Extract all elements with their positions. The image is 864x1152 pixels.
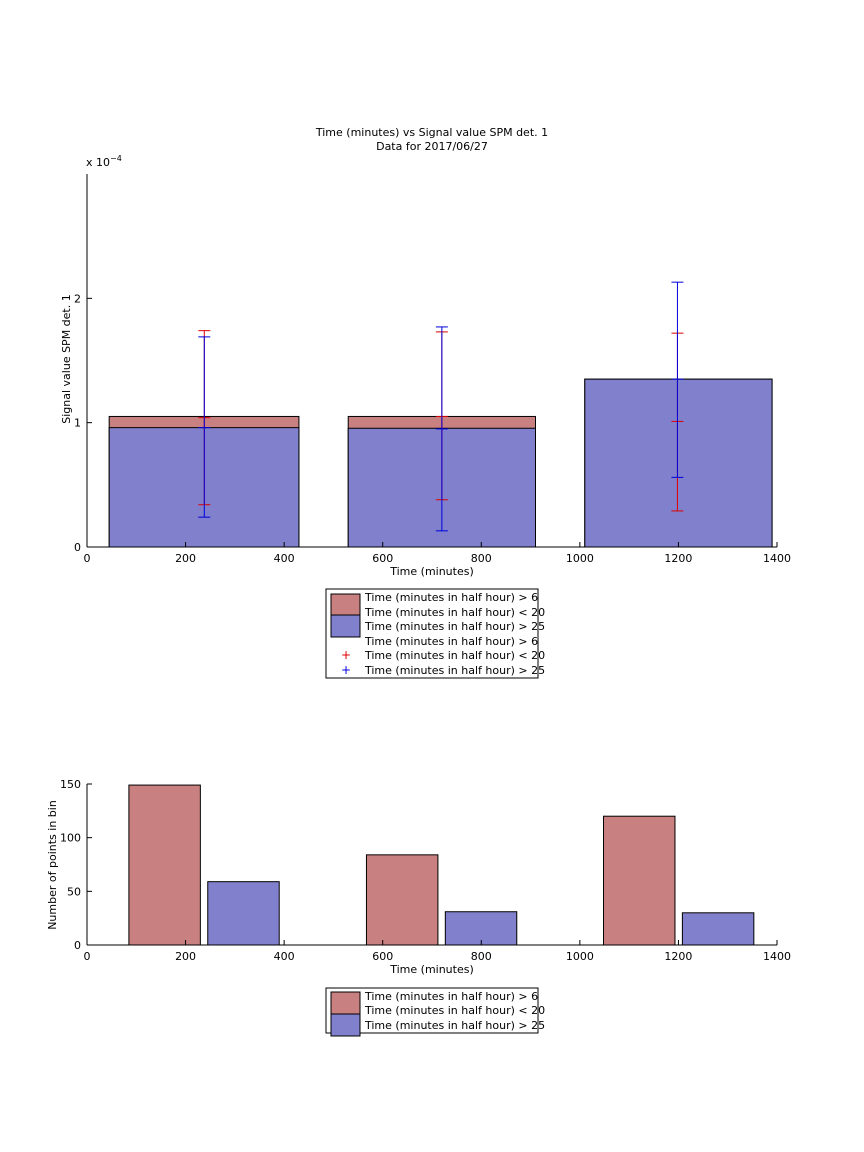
legend-label: Time (minutes in half hour) > 25: [364, 664, 545, 677]
chart-subtitle: Data for 2017/06/27: [376, 140, 488, 153]
legend-swatch-red: [330, 593, 361, 617]
legend-swatch-red: [330, 991, 361, 1015]
stacked-bars: [108, 378, 773, 548]
count-bar-blue-1: [207, 881, 280, 946]
legend-label: Time (minutes in half hour) < 20: [364, 606, 545, 619]
legend-swatch-blue: [330, 614, 361, 638]
legend-marker-blue-plus: +: [341, 663, 351, 677]
legend-label: Time (minutes in half hour) > 25: [364, 1019, 545, 1032]
x-tick-label: 1200: [664, 950, 692, 963]
x-tick-label: 200: [175, 950, 196, 963]
legend-label: Time (minutes in half hour) > 6: [364, 635, 538, 648]
legend-label: Time (minutes in half hour) > 6: [364, 591, 538, 604]
y-tick-label: 0: [74, 541, 81, 554]
count-chart: 0 200 400 600 800 1000 1200 1400 0 50 100 150 Time …: [46, 778, 791, 1037]
legend-box: [325, 588, 539, 679]
legend-marker-red-plus: +: [341, 648, 351, 662]
x-tick-label: 1400: [763, 552, 791, 565]
legend-label: Time (minutes in half hour) > 25: [364, 620, 545, 633]
x-axis-label: Time (minutes): [389, 963, 474, 976]
x-axis-label: Time (minutes): [389, 565, 474, 578]
x-tick-label: 600: [372, 552, 393, 565]
y-tick-label: 1: [74, 417, 81, 430]
x-tick-label: 0: [84, 552, 91, 565]
x-tick-label: 600: [372, 950, 393, 963]
x-tick-label: 200: [175, 552, 196, 565]
legend-label: Time (minutes in half hour) < 20: [364, 1004, 545, 1017]
count-bar-red-0: [128, 784, 201, 946]
x-tick-label: 800: [471, 552, 492, 565]
x-tick-label: 400: [274, 950, 295, 963]
x-tick-label: 800: [471, 950, 492, 963]
axes: 0 200 400 600 800 1000 1200 1400 0 1 2: [74, 174, 791, 565]
x-tick-label: 1000: [566, 552, 594, 565]
y-axis-label: Signal value SPM det. 1: [60, 294, 73, 424]
signal-chart: Time (minutes) vs Signal value SPM det. …: [60, 126, 791, 679]
axes: 0 200 400 600 800 1000 1200 1400 0 50 100 150: [60, 778, 791, 963]
y-exponent-base: x 10: [86, 156, 110, 169]
x-tick-label: 1200: [664, 552, 692, 565]
y-axis-label: Number of points in bin: [46, 800, 59, 930]
y-tick-label: 100: [60, 832, 81, 845]
legend-label: Time (minutes in half hour) > 6: [364, 990, 538, 1003]
legend-swatch-blue: [330, 1013, 361, 1037]
bar-blue-2: [584, 378, 773, 548]
y-exponent-power: −4: [110, 154, 122, 163]
count-bar-red-2: [365, 854, 439, 946]
legend-box: [325, 987, 539, 1034]
y-tick-label: 50: [67, 885, 81, 898]
y-tick-label: 2: [74, 292, 81, 305]
count-bars: [128, 784, 755, 946]
count-bar-red-4: [603, 815, 676, 946]
x-tick-label: 1400: [763, 950, 791, 963]
error-bars: [198, 281, 684, 532]
legend-label: Time (minutes in half hour) < 20: [364, 649, 545, 662]
x-tick-label: 1000: [566, 950, 594, 963]
count-bar-blue-5: [681, 912, 755, 946]
count-bar-blue-3: [444, 911, 518, 946]
x-tick-label: 0: [84, 950, 91, 963]
chart-title: Time (minutes) vs Signal value SPM det. …: [315, 126, 548, 139]
y-tick-label: 0: [74, 939, 81, 952]
y-tick-label: 150: [60, 778, 81, 791]
y-exponent-label: x 10−4: [86, 154, 122, 169]
x-tick-label: 400: [274, 552, 295, 565]
